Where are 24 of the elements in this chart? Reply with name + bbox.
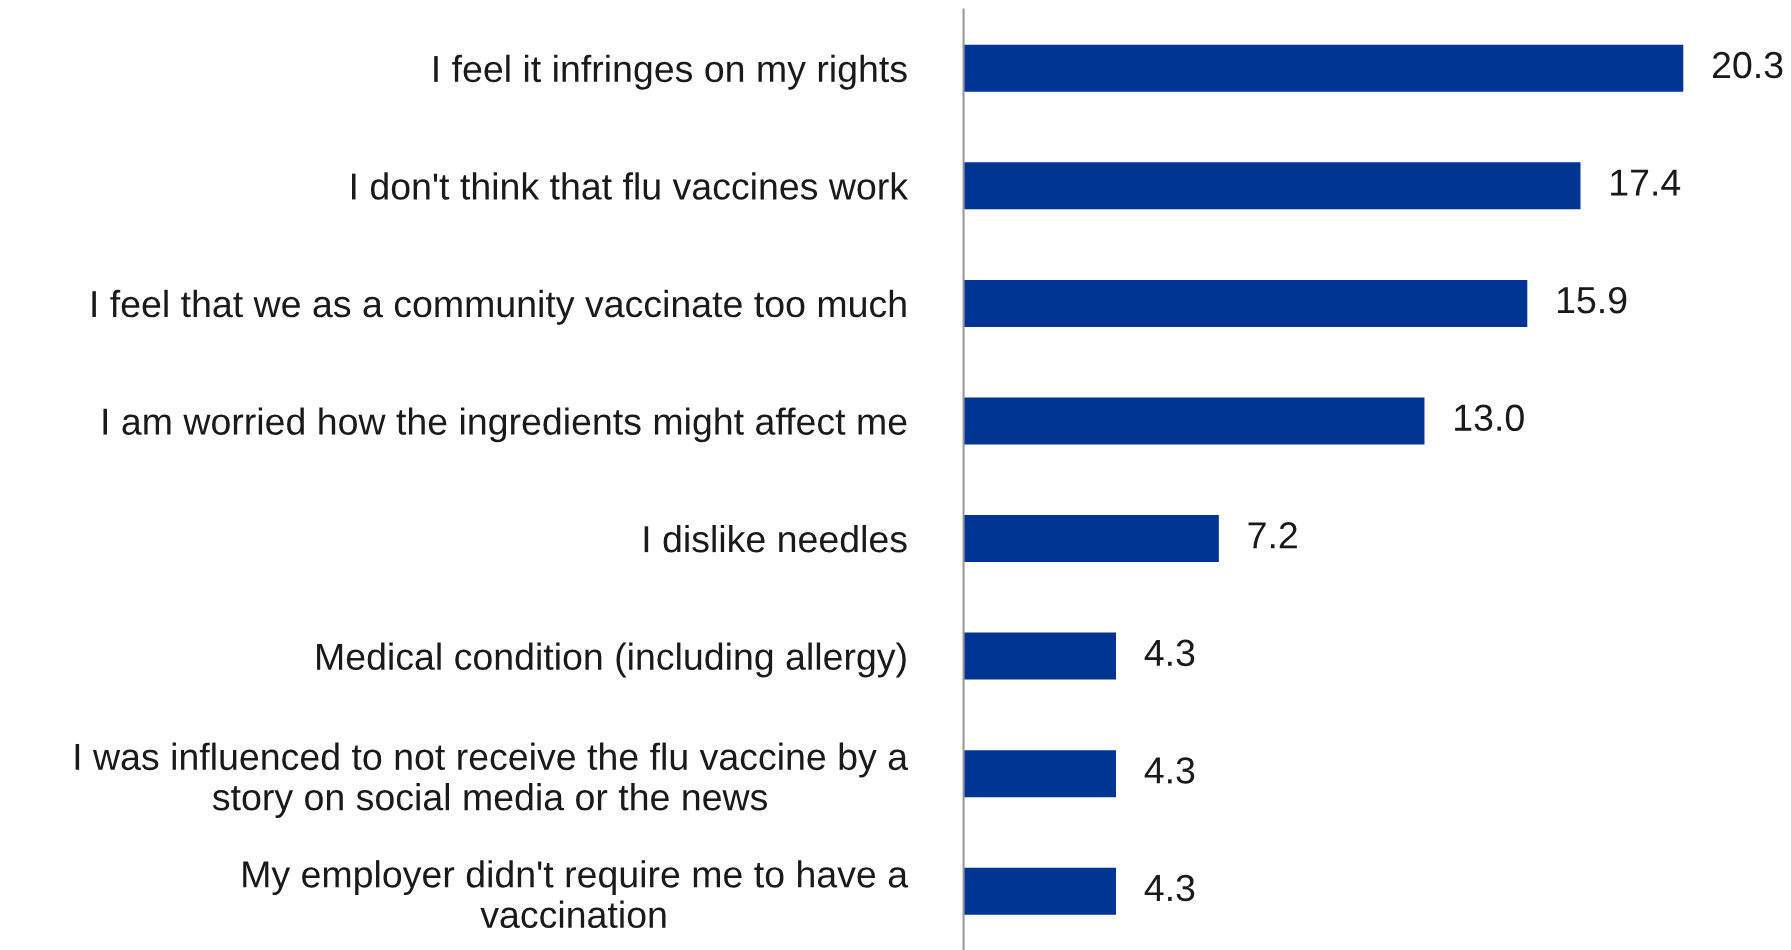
- data-label: 15.9: [1557, 286, 1627, 314]
- y-tick-label: I feel it infringes on my rights: [434, 54, 907, 90]
- data-label: 4.3: [1144, 874, 1195, 902]
- bar: [963, 750, 1117, 798]
- data-label: 13.0: [1455, 404, 1524, 432]
- bar: [963, 632, 1117, 680]
- bar: [963, 44, 1684, 92]
- y-tick-label: I was influenced to not receive the flu vaccine by a story on social media or the news: [75, 742, 909, 818]
- data-label: 7.2: [1248, 522, 1297, 549]
- y-tick-label: I am worried how the ingredients might affect me: [103, 407, 907, 443]
- bar: [963, 279, 1528, 327]
- data-label: 4.3: [1144, 757, 1195, 784]
- bar: [963, 867, 1117, 915]
- data-label: 20.3: [1712, 51, 1783, 79]
- data-label: 4.3: [1144, 639, 1195, 667]
- y-tick-label: I don't think that flu vaccines work: [351, 172, 909, 200]
- y-tick-label: I dislike needles: [644, 524, 907, 553]
- y-tick-label: I feel that we as a community vaccinate too much: [92, 289, 906, 325]
- data-label: 17.4: [1611, 169, 1681, 196]
- bar: [963, 162, 1581, 210]
- y-tick-label: My employer didn't require me to have a vaccination: [243, 860, 909, 929]
- bar: [963, 397, 1425, 445]
- y-tick-label: Medical condition (including allergy): [317, 642, 906, 678]
- bar: [963, 515, 1219, 563]
